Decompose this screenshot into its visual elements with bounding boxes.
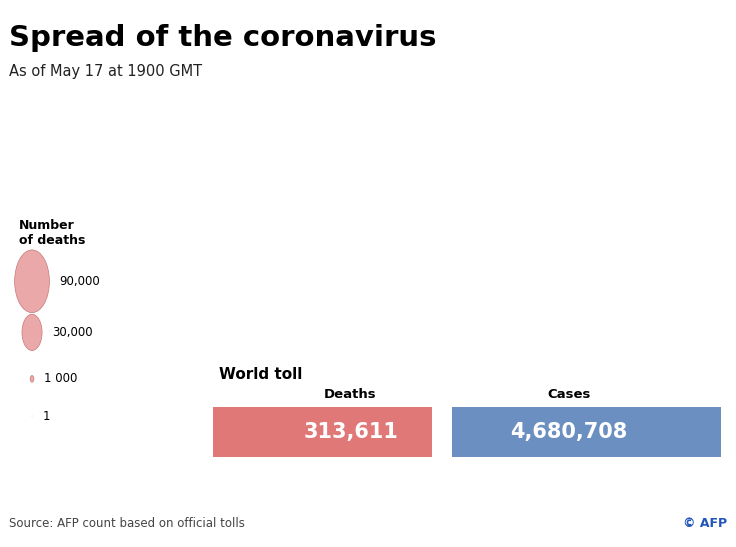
Circle shape xyxy=(30,376,34,382)
Text: 1 000: 1 000 xyxy=(44,373,77,385)
Text: Deaths: Deaths xyxy=(325,388,377,401)
Circle shape xyxy=(15,250,49,313)
Text: Number
of deaths: Number of deaths xyxy=(19,219,85,247)
Text: Spread of the coronavirus: Spread of the coronavirus xyxy=(9,24,436,52)
Text: Source: AFP count based on official tolls: Source: AFP count based on official toll… xyxy=(9,517,244,530)
Text: 90,000: 90,000 xyxy=(60,275,100,288)
Bar xyxy=(452,407,721,457)
Text: © AFP: © AFP xyxy=(683,517,727,530)
Text: World toll: World toll xyxy=(219,368,302,382)
Circle shape xyxy=(22,315,42,351)
Text: 313,611: 313,611 xyxy=(303,422,398,442)
Text: 4,680,708: 4,680,708 xyxy=(510,422,628,442)
Text: 1: 1 xyxy=(43,410,50,422)
Text: 30,000: 30,000 xyxy=(52,326,93,339)
Text: As of May 17 at 1900 GMT: As of May 17 at 1900 GMT xyxy=(9,64,202,79)
Bar xyxy=(213,407,432,457)
Text: Cases: Cases xyxy=(548,388,590,401)
